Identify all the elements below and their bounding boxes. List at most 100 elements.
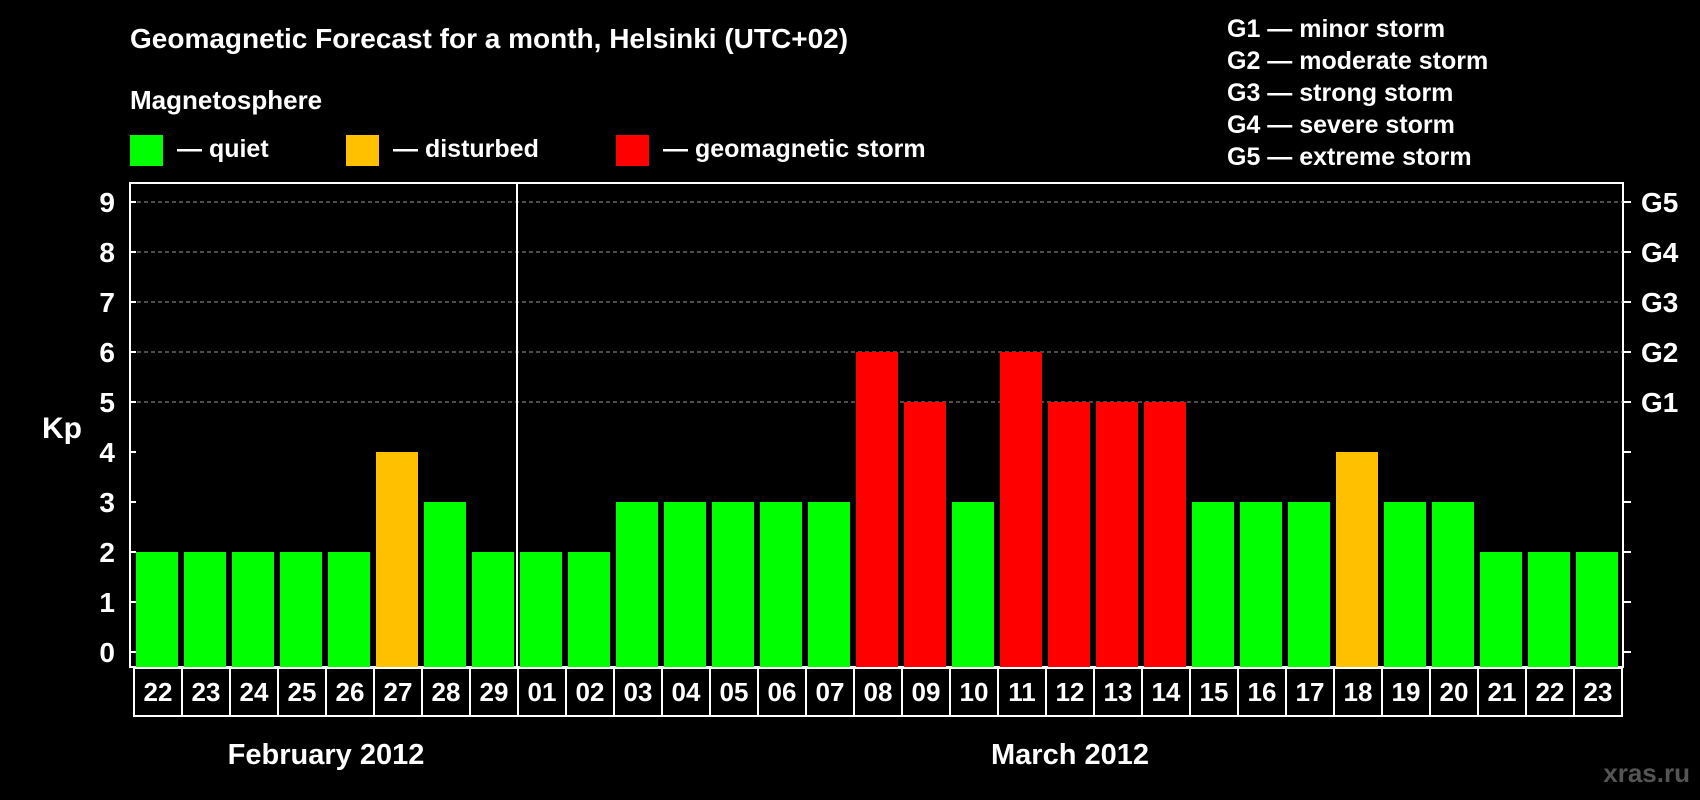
day-label-17: 09 [912,677,941,707]
day-label-24: 16 [1248,677,1277,707]
y-tick-label-9: 9 [99,187,115,218]
day-label-10: 02 [576,677,605,707]
day-label-31: 23 [1584,677,1613,707]
day-label-19: 11 [1008,677,1036,707]
bar-7 [424,502,466,667]
right-label-G2: G2 [1641,337,1678,368]
legend: — quiet — disturbed — geomagnetic storm [130,135,926,166]
storm-scale-legend: G1 — minor storm G2 — moderate storm G3 … [1227,15,1488,171]
bars [136,183,1618,667]
day-label-29: 21 [1488,677,1517,707]
day-label-26: 18 [1344,677,1373,707]
right-axis: G1 G2 G3 G4 G5 [1623,187,1679,653]
day-label-3: 24 [240,677,269,707]
legend-label-storm: — geomagnetic storm [663,135,926,163]
bar-19 [1000,352,1042,667]
day-label-5: 26 [336,677,365,707]
y-tick-label-0: 0 [99,637,115,668]
storm-scale-g5: G5 — extreme storm [1227,143,1472,171]
bar-6 [376,452,418,667]
legend-swatch-storm [616,135,649,166]
y-tick-label-2: 2 [99,537,115,568]
month-label-1: February 2012 [228,739,425,771]
y-tick-label-8: 8 [99,237,115,268]
bar-5 [328,552,370,667]
bar-3 [232,552,274,667]
bar-17 [904,402,946,667]
y-tick-label-4: 4 [99,437,115,468]
day-label-21: 13 [1104,677,1133,707]
watermark: xras.ru [1603,758,1690,788]
bar-8 [472,552,514,667]
day-label-2: 23 [192,677,221,707]
bar-14 [760,502,802,667]
bar-4 [280,552,322,667]
day-label-4: 25 [288,677,317,707]
y-tick-label-1: 1 [99,587,115,618]
bar-16 [856,352,898,667]
bar-12 [664,502,706,667]
day-cell-31 [1573,667,1623,717]
storm-scale-g3: G3 — strong storm [1227,79,1453,107]
bar-30 [1528,552,1570,667]
day-label-27: 19 [1392,677,1421,707]
bar-2 [184,552,226,667]
bar-18 [952,502,994,667]
day-label-14: 06 [768,677,797,707]
bar-11 [616,502,658,667]
right-label-G4: G4 [1641,237,1679,268]
day-label-8: 29 [480,677,509,707]
day-label-13: 05 [720,677,749,707]
day-label-11: 03 [624,677,653,707]
bar-15 [808,502,850,667]
day-label-1: 22 [144,677,173,707]
y-tick-label-3: 3 [99,487,115,518]
bar-25 [1288,502,1330,667]
day-label-20: 12 [1056,677,1085,707]
day-label-25: 17 [1296,677,1325,707]
day-label-6: 27 [384,677,413,707]
y-tick-label-5: 5 [99,387,115,418]
storm-scale-g4: G4 — severe storm [1227,111,1455,139]
day-label-30: 22 [1536,677,1565,707]
bar-1 [136,552,178,667]
bar-23 [1192,502,1234,667]
y-axis: 0 1 2 3 4 5 6 7 8 9 [99,187,136,668]
legend-heading: Magnetosphere [130,85,322,115]
storm-scale-g1: G1 — minor storm [1227,15,1445,43]
storm-scale-g2: G2 — moderate storm [1227,47,1488,75]
legend-label-disturbed: — disturbed [393,135,539,163]
day-label-16: 08 [864,677,893,707]
bar-22 [1144,402,1186,667]
grid-lines [130,201,1623,403]
y-axis-label: Kp [42,412,82,445]
chart-title: Geomagnetic Forecast for a month, Helsin… [130,23,848,54]
bar-29 [1480,552,1522,667]
day-label-12: 04 [672,677,701,707]
legend-swatch-quiet [130,135,163,166]
bar-26 [1336,452,1378,667]
bar-21 [1096,402,1138,667]
y-tick-label-6: 6 [99,337,115,368]
legend-swatch-disturbed [346,135,379,166]
month-labels: February 2012 March 2012 [228,739,1149,771]
right-label-G1: G1 [1641,387,1678,418]
bar-27 [1384,502,1426,667]
day-label-28: 20 [1440,677,1469,707]
bar-20 [1048,402,1090,667]
bar-31 [1576,552,1618,667]
day-label-18: 10 [960,677,989,707]
bar-24 [1240,502,1282,667]
bar-9 [520,552,562,667]
bar-10 [568,552,610,667]
day-label-23: 15 [1200,677,1229,707]
right-label-G5: G5 [1641,187,1678,218]
y-tick-label-7: 7 [99,287,115,318]
day-label-7: 28 [432,677,461,707]
legend-label-quiet: — quiet [177,135,269,163]
day-label-9: 01 [528,677,557,707]
day-label-15: 07 [816,677,845,707]
x-axis-day-labels: 22 23 24 25 26 27 28 29 01 02 03 04 05 06 07 08 09 10 11 12… [133,667,1623,717]
bar-13 [712,502,754,667]
